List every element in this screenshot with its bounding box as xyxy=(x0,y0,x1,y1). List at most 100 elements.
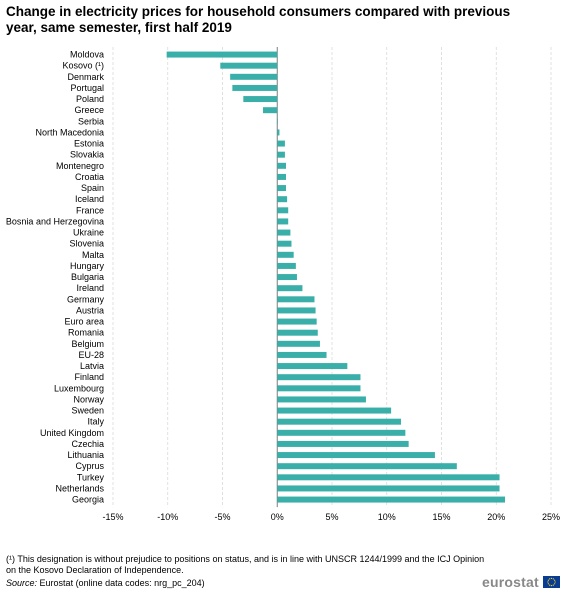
x-tick-label: 15% xyxy=(432,512,450,522)
bar xyxy=(277,285,303,292)
x-tick-label: 10% xyxy=(378,512,396,522)
bar xyxy=(277,440,409,447)
bar xyxy=(277,396,366,403)
category-label: Malta xyxy=(82,250,104,260)
flag-star xyxy=(550,585,552,587)
category-label: EU-28 xyxy=(78,350,104,360)
category-label: Italy xyxy=(87,417,104,427)
category-label: Luxembourg xyxy=(54,383,104,393)
x-tick-label: 25% xyxy=(542,512,560,522)
logo-text: eurostat xyxy=(482,574,539,590)
category-label: United Kingdom xyxy=(40,428,104,438)
eurostat-logo: eurostat xyxy=(482,574,560,590)
category-label: Netherlands xyxy=(55,483,104,493)
category-label: Ukraine xyxy=(73,228,104,238)
bar xyxy=(277,363,348,370)
category-label: Croatia xyxy=(75,172,104,182)
category-label: Serbia xyxy=(78,116,104,126)
bar xyxy=(277,307,316,314)
bar xyxy=(277,418,401,425)
bar xyxy=(277,140,285,147)
category-label: Germany xyxy=(67,294,105,304)
category-label: North Macedonia xyxy=(35,127,104,137)
category-label: Finland xyxy=(74,372,104,382)
flag-star xyxy=(553,579,556,581)
footnote: (¹) This designation is without prejudic… xyxy=(6,554,485,575)
category-label: Sweden xyxy=(71,406,104,416)
bar xyxy=(277,474,500,481)
bar xyxy=(277,463,457,470)
category-label: Denmark xyxy=(67,72,104,82)
category-label: Montenegro xyxy=(56,161,104,171)
category-label: Kosovo (¹) xyxy=(62,61,104,71)
bar xyxy=(277,340,320,347)
bar xyxy=(277,351,327,358)
bar xyxy=(243,96,278,103)
bar xyxy=(277,151,285,158)
category-label: Iceland xyxy=(75,194,104,204)
bar xyxy=(277,129,280,136)
category-label: Latvia xyxy=(80,361,104,371)
category-label: Estonia xyxy=(74,139,104,149)
bar xyxy=(277,162,287,169)
bar xyxy=(263,107,278,114)
x-tick-label: 5% xyxy=(325,512,338,522)
x-tick-labels: -15% -10% -5% 0% 5% 10% 15% 20% 25% xyxy=(102,512,560,522)
category-label: Portugal xyxy=(70,83,104,93)
category-label: Belgium xyxy=(71,339,104,349)
bar xyxy=(277,185,287,192)
category-label: Lithuania xyxy=(67,450,104,460)
bar xyxy=(166,51,278,58)
category-label: Poland xyxy=(76,94,104,104)
source-label: Source: xyxy=(6,578,38,588)
flag-star xyxy=(552,584,554,586)
bar xyxy=(230,73,278,80)
category-label: Euro area xyxy=(64,317,104,327)
x-tick-label: 20% xyxy=(487,512,505,522)
category-label: Slovakia xyxy=(70,150,104,160)
bar xyxy=(277,274,297,281)
category-label: Bulgaria xyxy=(71,272,104,282)
bar xyxy=(277,218,289,225)
flag-star xyxy=(547,579,549,581)
bar xyxy=(277,207,289,214)
bar xyxy=(277,452,435,459)
flag-star xyxy=(548,578,551,580)
bar xyxy=(277,229,291,236)
category-label: Norway xyxy=(73,394,104,404)
x-tick-label: -10% xyxy=(157,512,178,522)
category-label: Greece xyxy=(74,105,104,115)
bar xyxy=(277,196,288,203)
source-text: Eurostat (online data codes: nrg_pc_204) xyxy=(39,578,205,588)
bars xyxy=(166,51,506,503)
x-tick-label: 0% xyxy=(271,512,284,522)
category-label: Cyprus xyxy=(75,461,104,471)
bar xyxy=(220,62,278,69)
category-label: Turkey xyxy=(77,472,105,482)
category-label: Hungary xyxy=(70,261,105,271)
bar xyxy=(277,262,296,269)
category-label: Romania xyxy=(68,328,104,338)
category-label: Czechia xyxy=(71,439,104,449)
category-label: Moldova xyxy=(70,50,104,60)
x-tick-label: -5% xyxy=(214,512,230,522)
category-label: Bosnia and Herzegovina xyxy=(6,216,104,226)
flag-star xyxy=(550,577,552,579)
eu-flag-icon xyxy=(542,576,560,588)
bar xyxy=(277,429,406,436)
category-label: Austria xyxy=(76,305,104,315)
bar xyxy=(277,173,287,180)
flag-star xyxy=(552,578,554,580)
chart-title: Change in electricity prices for househo… xyxy=(6,4,511,35)
bar xyxy=(277,407,392,414)
category-label: Slovenia xyxy=(69,239,104,249)
bar xyxy=(277,318,317,325)
bar xyxy=(277,385,361,392)
category-label: Ireland xyxy=(76,283,104,293)
bar xyxy=(277,485,500,492)
gridlines xyxy=(112,47,552,508)
flag-star xyxy=(548,584,551,586)
bar xyxy=(277,496,506,503)
